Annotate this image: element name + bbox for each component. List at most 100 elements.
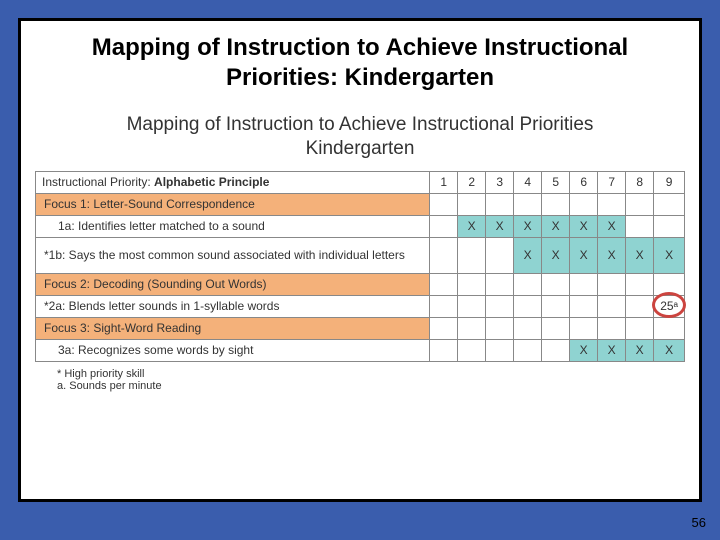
cell — [542, 295, 570, 317]
cell — [514, 339, 542, 361]
priority-label: Instructional Priority: — [42, 175, 151, 189]
cell: X — [598, 339, 626, 361]
cell: X — [570, 215, 598, 237]
page-number: 56 — [692, 515, 706, 530]
cell — [430, 339, 458, 361]
col-8: 8 — [626, 171, 654, 193]
table-supertitle: Mapping of Instruction to Achieve Instru… — [21, 113, 699, 171]
cell — [626, 317, 654, 339]
cell — [626, 193, 654, 215]
col-4: 4 — [514, 171, 542, 193]
table-row: 1a: Identifies letter matched to a sound… — [36, 215, 685, 237]
col-3: 3 — [486, 171, 514, 193]
cell: X — [654, 237, 685, 273]
cell — [486, 237, 514, 273]
skill-label: *1b: Says the most common sound associat… — [36, 237, 430, 273]
cell — [570, 295, 598, 317]
cell: X — [542, 237, 570, 273]
cell: X — [626, 339, 654, 361]
cell — [458, 317, 486, 339]
cell — [598, 273, 626, 295]
cell — [626, 215, 654, 237]
footnotes: * High priority skill a. Sounds per minu… — [35, 362, 685, 392]
cell — [430, 215, 458, 237]
cell — [654, 317, 685, 339]
footnote-2: a. Sounds per minute — [57, 380, 685, 392]
cell — [598, 193, 626, 215]
cell — [542, 317, 570, 339]
subtitle-line1: Mapping of Instruction to Achieve Instru… — [127, 114, 594, 135]
cell: X — [598, 237, 626, 273]
table-row: Focus 1: Letter-Sound Correspondence — [36, 193, 685, 215]
highlight-circle — [652, 292, 686, 318]
table-row: Focus 2: Decoding (Sounding Out Words) — [36, 273, 685, 295]
col-9: 9 — [654, 171, 685, 193]
cell — [514, 273, 542, 295]
cell — [626, 295, 654, 317]
col-5: 5 — [542, 171, 570, 193]
cell: X — [514, 237, 542, 273]
table-row: 3a: Recognizes some words by sightXXXX — [36, 339, 685, 361]
cell: X — [458, 215, 486, 237]
cell — [598, 317, 626, 339]
cell: X — [598, 215, 626, 237]
cell — [514, 193, 542, 215]
slide: Mapping of Instruction to Achieve Instru… — [18, 18, 702, 502]
cell — [598, 295, 626, 317]
cell — [514, 317, 542, 339]
cell: X — [514, 215, 542, 237]
skill-label: 3a: Recognizes some words by sight — [36, 339, 430, 361]
cell — [458, 193, 486, 215]
priority-table: Instructional Priority: Alphabetic Princ… — [35, 171, 685, 362]
cell: X — [486, 215, 514, 237]
cell — [626, 273, 654, 295]
col-1: 1 — [430, 171, 458, 193]
cell — [570, 273, 598, 295]
cell — [570, 193, 598, 215]
cell: X — [654, 339, 685, 361]
cell — [430, 317, 458, 339]
cell — [458, 273, 486, 295]
cell — [542, 273, 570, 295]
footnote-1: * High priority skill — [57, 368, 685, 380]
skill-label: *2a: Blends letter sounds in 1-syllable … — [36, 295, 430, 317]
priority-name: Alphabetic Principle — [154, 175, 269, 189]
cell — [486, 295, 514, 317]
col-7: 7 — [598, 171, 626, 193]
cell — [458, 295, 486, 317]
cell — [570, 317, 598, 339]
col-6: 6 — [570, 171, 598, 193]
cell — [486, 317, 514, 339]
focus-label: Focus 3: Sight-Word Reading — [36, 317, 430, 339]
cell — [486, 339, 514, 361]
cell: X — [570, 237, 598, 273]
cell: X — [570, 339, 598, 361]
table-row: *1b: Says the most common sound associat… — [36, 237, 685, 273]
table-header-row: Instructional Priority: Alphabetic Princ… — [36, 171, 685, 193]
focus-label: Focus 2: Decoding (Sounding Out Words) — [36, 273, 430, 295]
col-2: 2 — [458, 171, 486, 193]
cell — [430, 237, 458, 273]
cell: 25ᵃ — [654, 295, 685, 317]
cell: X — [626, 237, 654, 273]
cell: X — [542, 215, 570, 237]
cell — [542, 339, 570, 361]
cell — [458, 237, 486, 273]
cell — [430, 193, 458, 215]
cell — [458, 339, 486, 361]
cell — [654, 215, 685, 237]
slide-title: Mapping of Instruction to Achieve Instru… — [21, 33, 699, 113]
subtitle-line2: Kindergarten — [306, 138, 415, 159]
table-row: Focus 3: Sight-Word Reading — [36, 317, 685, 339]
cell — [654, 273, 685, 295]
cell — [486, 273, 514, 295]
cell — [514, 295, 542, 317]
focus-label: Focus 1: Letter-Sound Correspondence — [36, 193, 430, 215]
cell — [654, 193, 685, 215]
cell — [542, 193, 570, 215]
cell — [430, 273, 458, 295]
cell — [430, 295, 458, 317]
cell — [486, 193, 514, 215]
table-row: *2a: Blends letter sounds in 1-syllable … — [36, 295, 685, 317]
priority-table-wrap: Instructional Priority: Alphabetic Princ… — [21, 171, 699, 392]
